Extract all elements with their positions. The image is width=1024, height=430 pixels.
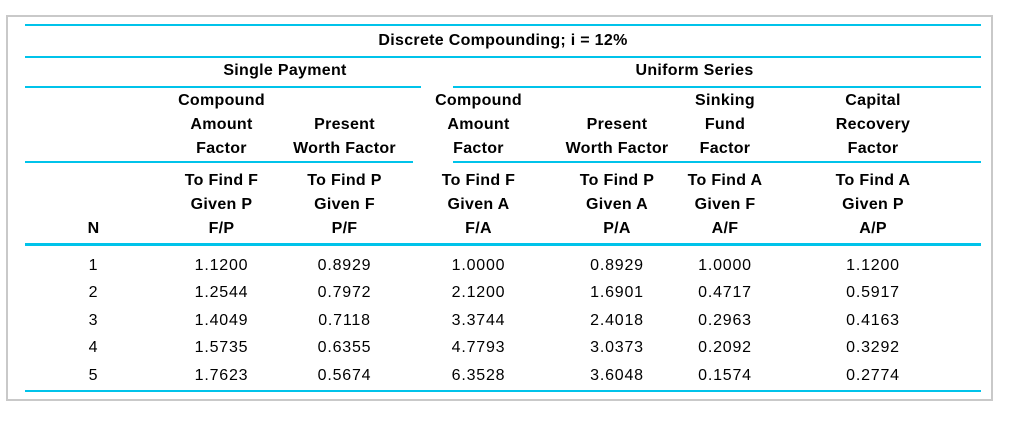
- cell-pf: 0.8929: [317, 256, 372, 274]
- cell-fa: 6.3528: [451, 366, 506, 384]
- header-pa: To Find P Given A P/A: [579, 172, 655, 237]
- spacer-row: [25, 243, 981, 252]
- rule-header-bottom: [25, 243, 981, 246]
- table-card: [6, 15, 993, 401]
- cell-af: 0.2092: [698, 339, 752, 357]
- cell-n: 1: [88, 256, 99, 274]
- cell-fp: 1.4049: [194, 311, 249, 329]
- cell-n: 3: [88, 311, 99, 329]
- cell-af: 0.1574: [698, 366, 752, 384]
- header-compound-amount-factor-single: Compound Amount Factor: [178, 92, 265, 157]
- header-fp: To Find F Given P F/P: [184, 172, 259, 237]
- cell-fa: 1.0000: [451, 256, 506, 274]
- table-row: 4 1.5735 0.6355 4.7793 3.0373 0.2092 0.3…: [25, 335, 981, 363]
- cell-ap: 0.5917: [846, 284, 900, 302]
- group-header-row: Single Payment Uniform Series: [25, 56, 981, 86]
- header-capital-recovery-factor: Capital Recovery Factor: [835, 92, 911, 157]
- cell-af: 1.0000: [698, 256, 752, 274]
- header-n-empty: [25, 86, 162, 161]
- header-n: N: [87, 220, 100, 237]
- header-present-worth-factor-uniform: Present Worth Factor: [565, 116, 669, 157]
- header-af: To Find A Given F A/F: [687, 172, 763, 237]
- cell-pf: 0.5674: [317, 366, 372, 384]
- cell-fp: 1.2544: [194, 284, 249, 302]
- cell-pf: 0.7972: [317, 284, 372, 302]
- rule-below-title: [25, 56, 981, 58]
- table-row: 1 1.1200 0.8929 1.0000 0.8929 1.0000 1.1…: [25, 252, 981, 280]
- cell-n: 2: [88, 284, 99, 302]
- rule-under-factor-names-left: [25, 161, 413, 163]
- compound-interest-table: Discrete Compounding; i = 12% Single Pay…: [25, 25, 981, 390]
- factor-name-header-row: Compound Amount Factor Present Worth Fac…: [25, 86, 981, 161]
- cell-ap: 0.2774: [846, 366, 900, 384]
- cell-fp: 1.7623: [194, 366, 249, 384]
- table-title: Discrete Compounding; i = 12%: [378, 31, 628, 49]
- rule-under-single-payment: [25, 86, 421, 88]
- group-header-single-payment: Single Payment: [223, 62, 347, 79]
- cell-ap: 0.3292: [846, 339, 900, 357]
- header-ap: To Find A Given P A/P: [835, 172, 911, 237]
- cell-af: 0.4717: [698, 284, 752, 302]
- cell-pf: 0.6355: [317, 339, 372, 357]
- header-fa: To Find F Given A F/A: [441, 172, 516, 237]
- cell-pa: 0.8929: [590, 256, 644, 274]
- to-find-header-row: N To Find F Given P F/P To Find P Given …: [25, 161, 981, 243]
- cell-fa: 3.3744: [451, 311, 506, 329]
- cell-ap: 0.4163: [846, 311, 900, 329]
- cell-fa: 2.1200: [451, 284, 506, 302]
- cell-fp: 1.1200: [194, 256, 249, 274]
- rule-bottom: [25, 390, 981, 392]
- table-row: 2 1.2544 0.7972 2.1200 1.6901 0.4717 0.5…: [25, 280, 981, 308]
- cell-fa: 4.7793: [451, 339, 506, 357]
- group-header-empty: [25, 56, 162, 86]
- cell-pa: 1.6901: [590, 284, 644, 302]
- header-compound-amount-factor-uniform: Compound Amount Factor: [435, 92, 522, 157]
- rule-under-uniform-series: [453, 86, 981, 88]
- cell-ap: 1.1200: [846, 256, 900, 274]
- cell-pf: 0.7118: [318, 311, 371, 329]
- rule-under-factor-names-right: [453, 161, 981, 163]
- header-sinking-fund-factor: Sinking Fund Factor: [695, 92, 755, 157]
- group-header-uniform-series: Uniform Series: [635, 62, 754, 79]
- cell-fp: 1.5735: [194, 339, 249, 357]
- table-row: 3 1.4049 0.7118 3.3744 2.4018 0.2963 0.4…: [25, 307, 981, 335]
- cell-af: 0.2963: [698, 311, 752, 329]
- cell-pa: 3.6048: [590, 366, 644, 384]
- cell-n: 5: [88, 366, 99, 384]
- header-pf: To Find P Given F P/F: [307, 172, 382, 237]
- cell-pa: 3.0373: [590, 339, 644, 357]
- cell-pa: 2.4018: [590, 311, 644, 329]
- rule-top: [25, 24, 981, 26]
- cell-n: 4: [88, 339, 99, 357]
- table-title-row: Discrete Compounding; i = 12%: [25, 25, 981, 56]
- header-present-worth-factor-single: Present Worth Factor: [293, 116, 396, 157]
- table-row: 5 1.7623 0.5674 6.3528 3.6048 0.1574 0.2…: [25, 362, 981, 390]
